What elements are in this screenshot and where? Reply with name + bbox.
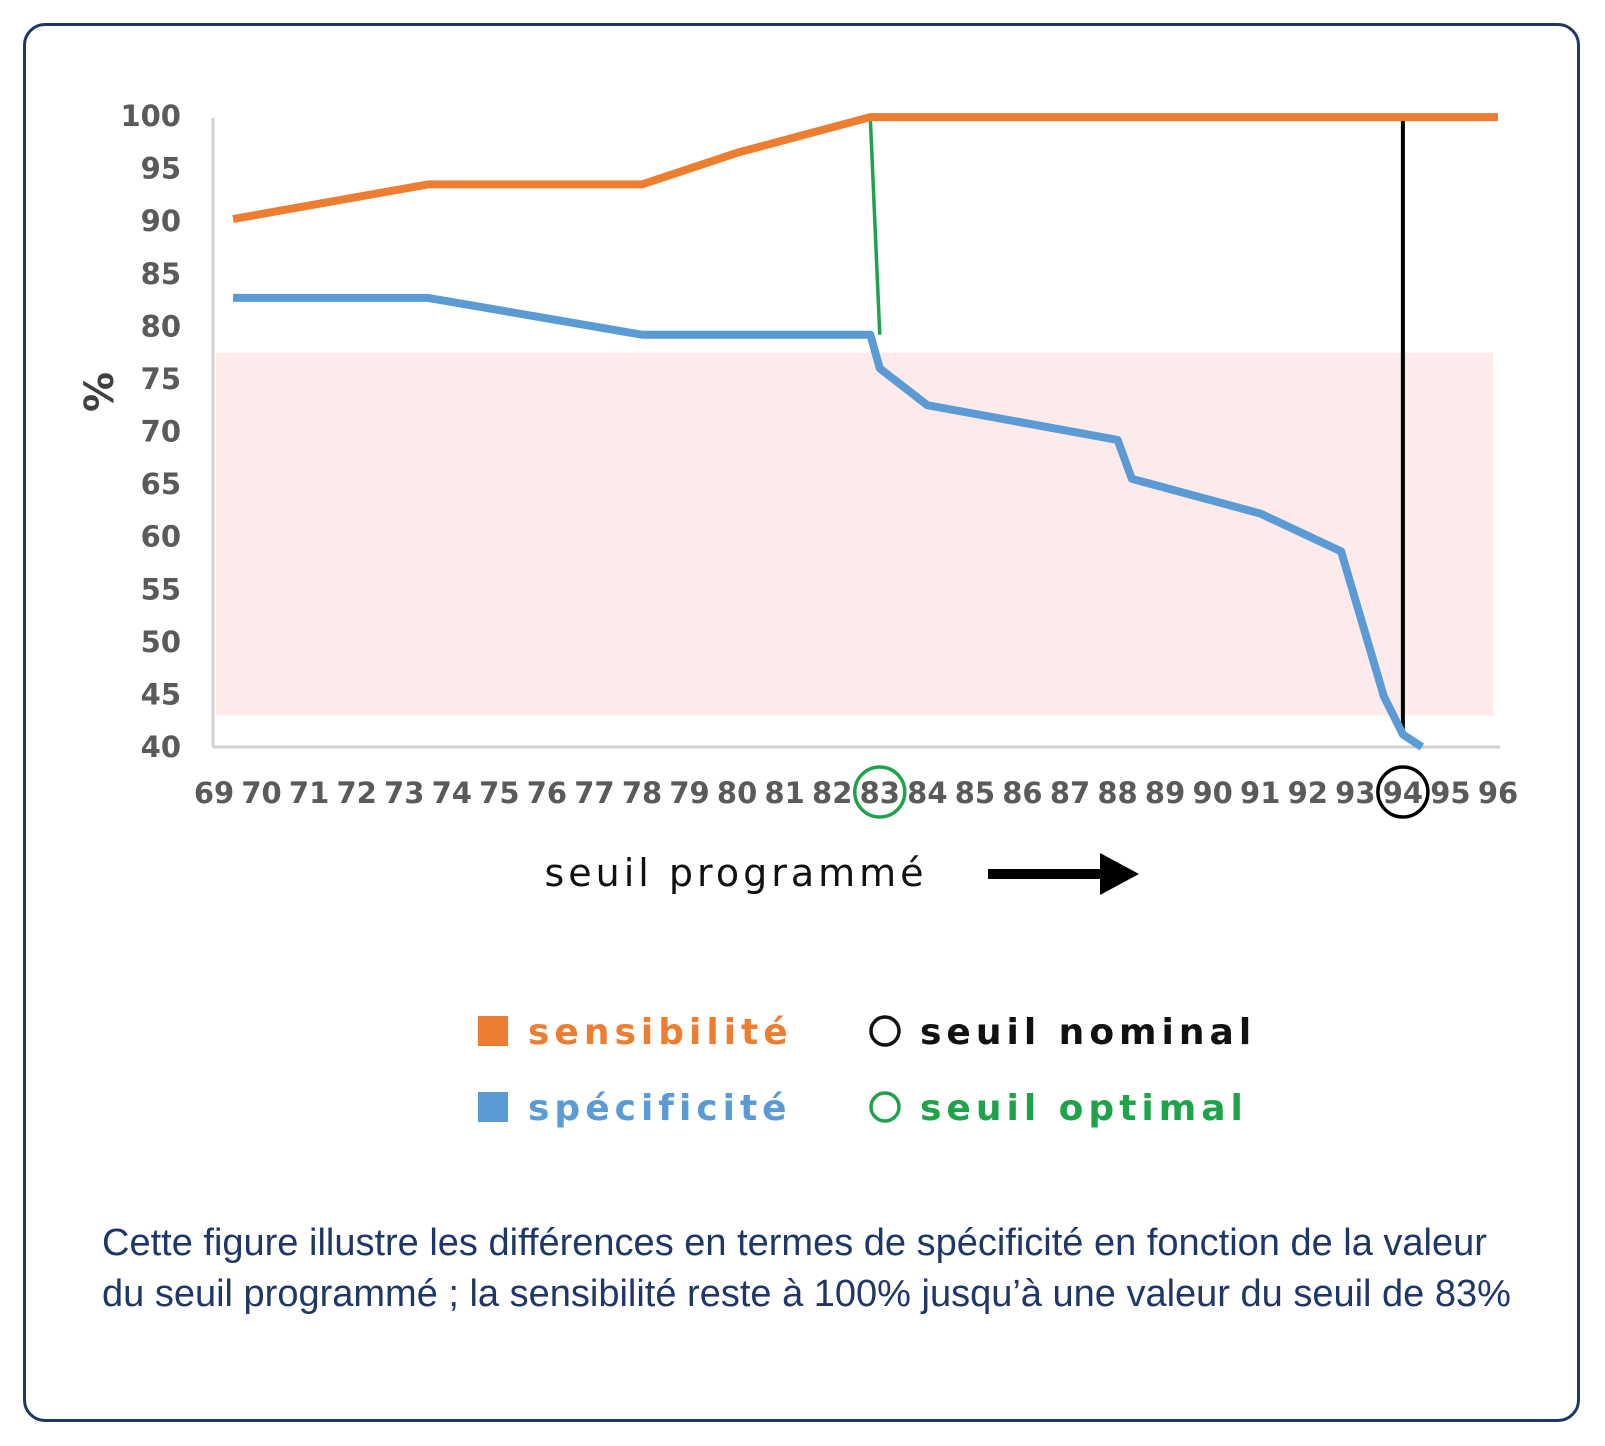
series-lines <box>232 113 1498 751</box>
x-tick-label: 73 <box>384 776 424 810</box>
x-tick-label: 92 <box>1288 776 1328 810</box>
x-tick-label: 91 <box>1240 776 1280 810</box>
x-tick-label: 83 <box>860 776 900 810</box>
shaded-band-layer <box>216 352 1493 716</box>
x-tick-label: 96 <box>1478 776 1518 810</box>
legend-label: seuil nominal <box>920 1012 1256 1053</box>
y-tick-label: 40 <box>141 730 181 764</box>
legend-label: seuil optimal <box>920 1088 1248 1129</box>
legend-swatch <box>478 1016 508 1046</box>
y-tick-label: 75 <box>141 362 181 396</box>
x-tick-label: 82 <box>812 776 852 810</box>
legend-item: seuil nominal <box>869 1012 1256 1053</box>
x-tick-label: 71 <box>289 776 329 810</box>
x-tick-label: 72 <box>336 776 376 810</box>
legend-label: sensibilité <box>528 1012 793 1053</box>
x-tick-label: 94 <box>1383 776 1423 810</box>
x-tick-label: 70 <box>241 776 281 810</box>
seuil-optimal-circle <box>853 765 907 819</box>
x-tick-label: 87 <box>1050 776 1090 810</box>
legend-swatch <box>478 1092 508 1122</box>
x-tick-label: 76 <box>527 776 567 810</box>
series-line-sensibilite <box>232 113 1498 224</box>
threshold-circles <box>853 765 1430 819</box>
y-tick-label: 100 <box>120 99 181 133</box>
x-axis-label: seuil programmé <box>544 851 927 895</box>
x-tick-label: 69 <box>194 776 234 810</box>
x-tick-label: 78 <box>622 776 662 810</box>
x-tick-label: 93 <box>1335 776 1375 810</box>
y-tick-label: 90 <box>141 204 181 238</box>
x-tick-label: 74 <box>432 776 472 810</box>
figure-frame <box>23 23 1580 1422</box>
shaded-band <box>216 352 1493 716</box>
x-tick-label: 86 <box>1002 776 1042 810</box>
legend-item: sensibilité <box>478 1012 793 1053</box>
y-tick-label: 80 <box>141 309 181 343</box>
seuil-optimal-line <box>868 116 882 335</box>
y-tick-label: 55 <box>141 572 181 606</box>
x-tick-labels: 69 70 71 72 73 74 75 76 77 78 79 80 81 82 83 84 85 86 87 88… <box>194 776 1518 810</box>
y-axis-label: % <box>77 372 123 412</box>
x-tick-label: 81 <box>764 776 804 810</box>
series-line-specificite <box>233 293 1425 751</box>
legend: sensibilité seuil nominal spécificité seuil… <box>478 1012 1256 1129</box>
y-tick-label: 50 <box>141 625 181 659</box>
y-tick-labels: 40 45 50 55 60 65 70 75 80 85 90 95 100 <box>120 99 181 764</box>
y-tick-label: 85 <box>141 257 181 291</box>
arrow-right-icon <box>988 853 1139 895</box>
x-tick-label: 90 <box>1192 776 1232 810</box>
x-tick-label: 75 <box>479 776 519 810</box>
x-tick-label: 85 <box>955 776 995 810</box>
y-tick-label: 65 <box>141 467 181 501</box>
x-tick-label: 84 <box>907 776 947 810</box>
y-tick-label: 45 <box>141 677 181 711</box>
legend-circle-icon <box>869 1015 901 1047</box>
x-tick-label: 77 <box>574 776 614 810</box>
x-tick-label: 79 <box>669 776 709 810</box>
x-tick-label: 95 <box>1430 776 1470 810</box>
figure-caption: Cette figure illustre les différences en… <box>102 1222 1511 1315</box>
seuil-nominal-circle <box>1376 765 1430 819</box>
legend-item: seuil optimal <box>869 1088 1248 1129</box>
legend-item: spécificité <box>478 1088 792 1129</box>
x-tick-label: 80 <box>717 776 757 810</box>
y-tick-label: 95 <box>141 152 181 186</box>
axes <box>211 118 1500 749</box>
legend-label: spécificité <box>528 1088 792 1129</box>
threshold-markers <box>868 116 1405 735</box>
x-tick-label: 89 <box>1145 776 1185 810</box>
legend-circle-icon <box>869 1091 901 1123</box>
x-tick-label: 88 <box>1097 776 1137 810</box>
y-tick-label: 70 <box>141 415 181 449</box>
y-tick-label: 60 <box>141 520 181 554</box>
